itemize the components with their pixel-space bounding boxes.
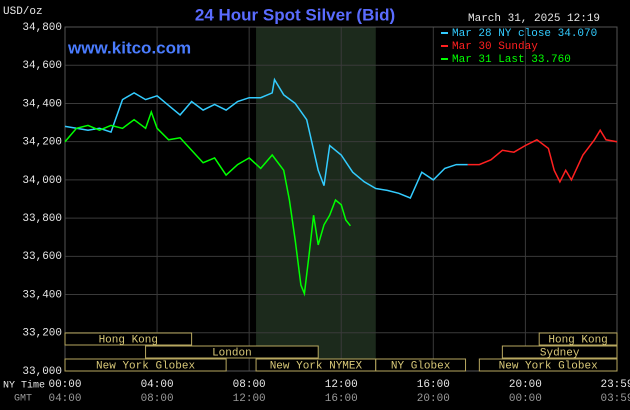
session-box <box>375 358 467 372</box>
x2-tick-label: 00:00 <box>509 393 542 405</box>
x-label: NY Time <box>3 380 45 392</box>
session-box <box>64 358 227 372</box>
y-tick-label: 34,000 <box>22 175 62 187</box>
x2-tick-label: 12:00 <box>233 393 266 405</box>
y-tick-label: 33,800 <box>22 213 62 225</box>
session-label: Hong Kong <box>548 334 607 346</box>
x2-tick-label: 20:00 <box>417 393 450 405</box>
y-tick-label: 34,800 <box>22 22 62 34</box>
session-box <box>501 345 618 359</box>
y-tick-label: 33,400 <box>22 289 62 301</box>
series-line <box>64 109 351 297</box>
y-tick-label: 34,400 <box>22 98 62 110</box>
x-tick-label: 08:00 <box>233 379 266 391</box>
timestamp: March 31, 2025 12:19 <box>468 13 600 25</box>
x2-tick-label: 16:00 <box>325 393 358 405</box>
y-tick-label: 34,600 <box>22 60 62 72</box>
series-line <box>64 77 468 199</box>
chart-title: 24 Hour Spot Silver (Bid) <box>195 5 395 24</box>
x-tick-label: 12:00 <box>325 379 358 391</box>
session-label: New York Globex <box>96 360 195 372</box>
y-tick-label: 33,000 <box>22 366 62 378</box>
x2-tick-label: 08:00 <box>141 393 174 405</box>
session-label: NY Globex <box>391 360 451 372</box>
legend-label: Mar 30 Sunday <box>452 41 538 53</box>
session-label: Hong Kong <box>99 334 158 346</box>
session-label: Sydney <box>540 347 580 359</box>
y-unit: USD/oz <box>3 6 43 18</box>
session-box <box>64 332 193 346</box>
session-label: New York Globex <box>499 360 598 372</box>
x-tick-label: 23:59 <box>600 379 630 391</box>
x2-label: GMT <box>14 394 32 405</box>
shaded-region <box>256 27 376 371</box>
session-box <box>538 332 618 346</box>
legend-label: Mar 28 NY close 34.070 <box>452 28 597 40</box>
watermark: www.kitco.com <box>67 38 191 57</box>
x-tick-label: 00:00 <box>48 379 81 391</box>
x-tick-label: 16:00 <box>417 379 450 391</box>
session-label: New York NYMEX <box>270 360 363 372</box>
session-box <box>478 358 618 372</box>
x-tick-label: 20:00 <box>509 379 542 391</box>
session-box <box>145 345 319 359</box>
y-tick-label: 33,200 <box>22 328 62 340</box>
series-line <box>467 128 618 184</box>
y-tick-label: 34,200 <box>22 137 62 149</box>
x-tick-label: 04:00 <box>141 379 174 391</box>
x2-tick-label: 04:00 <box>48 393 81 405</box>
x2-tick-label: 03:59 <box>600 393 630 405</box>
legend-label: Mar 31 Last 33.760 <box>452 54 571 66</box>
y-tick-label: 33,600 <box>22 251 62 263</box>
session-label: London <box>212 347 252 359</box>
